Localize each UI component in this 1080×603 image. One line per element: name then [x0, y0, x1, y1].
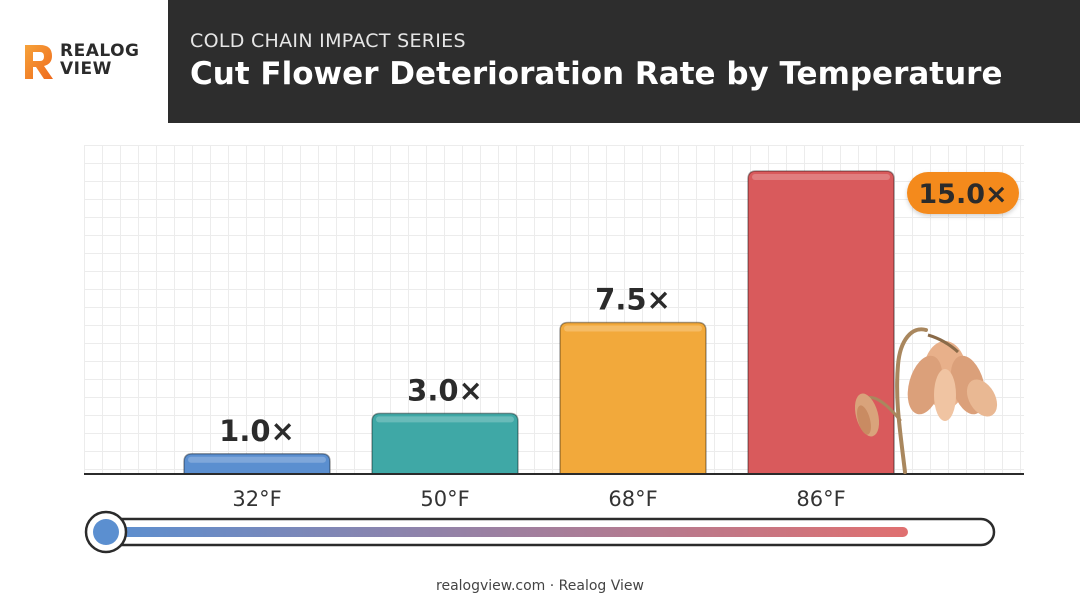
bar-highlight-2 — [376, 416, 514, 423]
realog-r-icon — [25, 45, 53, 79]
bar-highlight-4 — [752, 174, 890, 180]
thermometer-fill — [108, 527, 908, 537]
bar-1 — [183, 453, 331, 475]
page-title: Cut Flower Deterioration Rate by Tempera… — [190, 56, 1003, 92]
logo-text-line1: REALOG — [60, 41, 140, 61]
bar-2 — [371, 412, 519, 475]
data-label-3: 7.5× — [595, 283, 671, 317]
header-banner: COLD CHAIN IMPACT SERIES Cut Flower Dete… — [168, 0, 1080, 123]
x-tick-label-3: 68°F — [608, 487, 657, 511]
x-tick-label-1: 32°F — [232, 487, 281, 511]
bar-highlight-3 — [564, 325, 702, 332]
data-label-4: 15.0× — [918, 179, 1007, 210]
footer-credit: realogview.com · Realog View — [436, 578, 644, 594]
labels-layer: 32°F 1.0× 50°F 3.0× 68°F 7.5× 86°F 15.0× — [219, 172, 1019, 511]
bar-highlight-1 — [188, 456, 326, 463]
thermometer-scale — [84, 510, 996, 554]
highlight-label-badge — [907, 172, 1019, 214]
x-tick-label-2: 50°F — [420, 487, 469, 511]
logo-text: REALOG VIEW — [60, 42, 140, 78]
x-tick-label-4: 86°F — [796, 487, 845, 511]
thermometer-bulb — [93, 519, 119, 545]
wilted-flower-icon — [854, 327, 998, 474]
data-label-2: 3.0× — [407, 373, 483, 407]
bar-3 — [559, 321, 707, 475]
data-label-1: 1.0× — [219, 414, 295, 448]
brand-logo: REALOG VIEW — [22, 40, 162, 84]
logo-text-line2: VIEW — [60, 59, 112, 79]
series-subtitle: COLD CHAIN IMPACT SERIES — [190, 30, 466, 52]
